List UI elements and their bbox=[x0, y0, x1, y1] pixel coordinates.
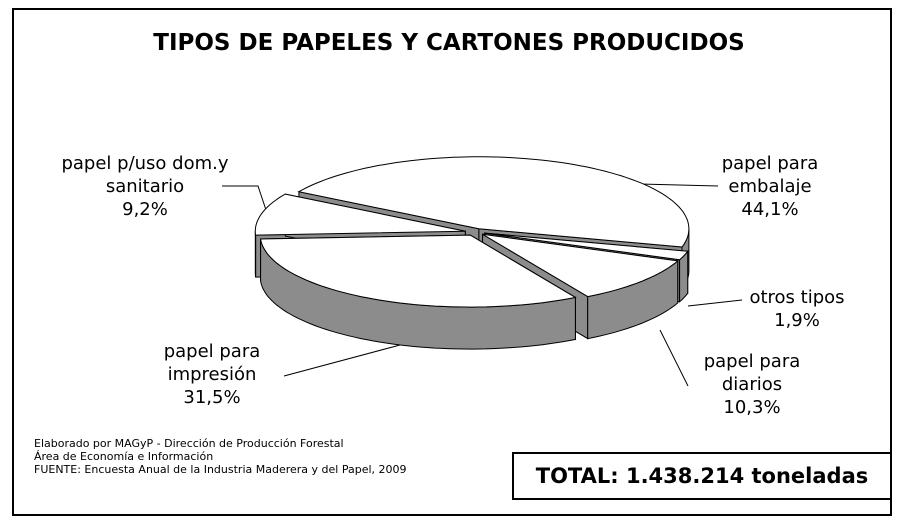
note: Área de Economía e Información bbox=[34, 450, 214, 463]
slice bbox=[259, 234, 577, 308]
value-label: 31,5% bbox=[183, 387, 241, 408]
note: Elaborado por MAGyP - Dirección de Produ… bbox=[34, 437, 344, 450]
slice bbox=[482, 233, 679, 298]
value-label: 44,1% bbox=[741, 199, 799, 220]
leader-line bbox=[659, 329, 689, 387]
value-label: 9,2% bbox=[122, 199, 168, 220]
chart-title: TIPOS DE PAPELES Y CARTONES PRODUCIDOS bbox=[153, 30, 745, 56]
slice-label: otros tipos 1,9% bbox=[727, 286, 867, 332]
value-label: 1,9% bbox=[774, 310, 820, 331]
slice-label: papel para impresión 31,5% bbox=[127, 340, 297, 409]
category-label: papel para impresión bbox=[163, 341, 261, 385]
frame bbox=[12, 8, 892, 516]
slice bbox=[254, 193, 466, 236]
slice bbox=[297, 156, 690, 248]
total-box: TOTAL: 1.438.214 toneladas bbox=[512, 452, 892, 500]
slice bbox=[484, 232, 689, 261]
slice-label: papel para diarios 10,3% bbox=[677, 350, 827, 419]
leader-line bbox=[283, 344, 401, 377]
category-label: papel para embalaje bbox=[721, 153, 819, 197]
category-label: papel para diarios bbox=[703, 351, 801, 395]
value-label: 10,3% bbox=[723, 397, 781, 418]
slice-label: papel para embalaje 44,1% bbox=[690, 152, 850, 221]
leader-line bbox=[222, 185, 269, 217]
leader-line bbox=[687, 299, 743, 307]
category-label: papel p/uso dom.y sanitario bbox=[61, 153, 229, 197]
category-label: otros tipos bbox=[749, 287, 845, 308]
slice-label: papel p/uso dom.y sanitario 9,2% bbox=[45, 152, 245, 221]
source-notes: Elaborado por MAGyP - Dirección de Produ… bbox=[34, 437, 474, 476]
note: FUENTE: Encuesta Anual de la Industria M… bbox=[34, 463, 407, 476]
